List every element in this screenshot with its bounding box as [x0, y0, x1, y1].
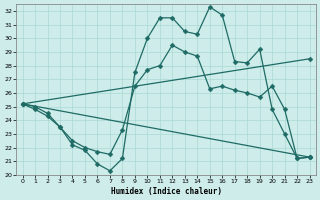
X-axis label: Humidex (Indice chaleur): Humidex (Indice chaleur) — [111, 187, 221, 196]
